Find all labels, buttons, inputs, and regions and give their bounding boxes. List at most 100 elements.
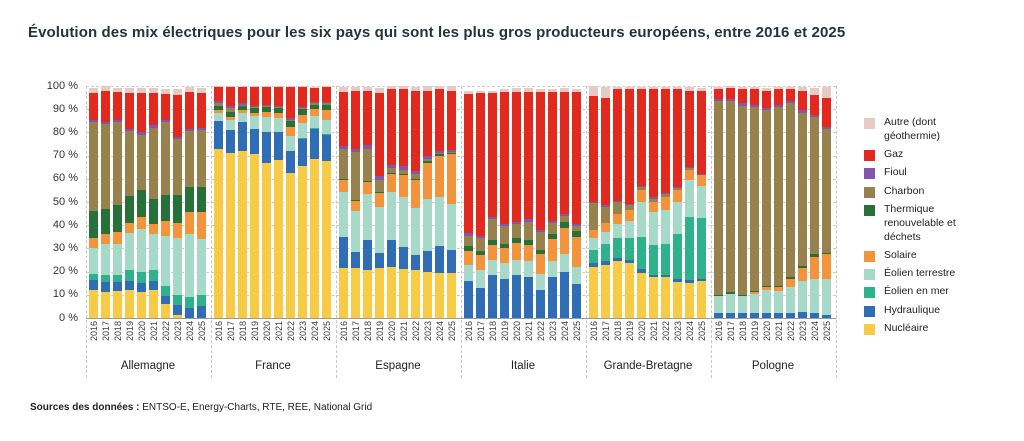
- bar-segment-thermique: [351, 199, 360, 201]
- bar-segment-fioul: [274, 105, 283, 107]
- legend-item-thermique: Thermique renouvelable et déchets: [864, 203, 1020, 244]
- bar-segment-charbon: [262, 105, 271, 107]
- bar-segment-thermique: [161, 195, 170, 221]
- bar-segment-eolien_terrestre: [464, 264, 473, 281]
- bar-segment-eolien_terrestre: [488, 260, 497, 276]
- bar-segment-hydraulique: [274, 132, 283, 161]
- year-tick-label: 2021: [773, 321, 784, 342]
- year-tick-label: 2018: [112, 321, 123, 342]
- year-tick-label: 2017: [100, 321, 111, 342]
- bar-segment-eolien_terrestre: [750, 293, 759, 314]
- bar-segment-charbon: [197, 130, 206, 187]
- bar-segment-solaire: [161, 220, 170, 236]
- bar-segment-eolien_mer: [310, 127, 319, 129]
- bar-segment-gaz: [351, 90, 360, 149]
- bar-segment-thermique: [262, 106, 271, 112]
- bar-segment-hydraulique: [286, 150, 295, 173]
- legend-swatch-solaire: [864, 250, 875, 262]
- chart-title: Évolution des mix électriques pour les s…: [28, 24, 846, 41]
- bar-segment-eolien_terrestre: [113, 243, 122, 276]
- bar-segment-solaire: [125, 222, 134, 234]
- bar-segment-gaz: [738, 89, 747, 104]
- bar-segment-solaire: [197, 212, 206, 240]
- bar-segment-eolien_terrestre: [500, 263, 509, 279]
- y-axis-tick-label: 70 %: [52, 149, 78, 162]
- bar-segment-hydraulique: [351, 251, 360, 269]
- y-axis-tick-label: 0 %: [59, 311, 78, 324]
- bar-segment-eolien_mer: [625, 237, 634, 260]
- year-tick-label: 2023: [797, 321, 808, 342]
- year-tick-label: 2017: [475, 321, 486, 342]
- bar-segment-eolien_mer: [161, 285, 170, 296]
- bar-segment-gaz: [589, 96, 598, 202]
- bar-segment-thermique: [185, 186, 194, 213]
- bar-segment-solaire: [637, 190, 646, 202]
- bar-segment-solaire: [774, 286, 783, 292]
- bar-segment-nucleaire: [238, 150, 247, 318]
- bar-segment-fioul: [411, 170, 420, 175]
- year-tick-label: 2022: [160, 321, 171, 342]
- year-tick-label: 2020: [136, 321, 147, 342]
- bar-segment-solaire: [488, 244, 497, 260]
- bar-segment-hydraulique: [149, 280, 158, 291]
- bar-segment-eolien_terrestre: [560, 254, 569, 272]
- bar-segment-nucleaire: [375, 268, 384, 318]
- bar-segment-charbon: [310, 103, 319, 105]
- bar-segment-autre: [476, 90, 485, 93]
- bar-segment-fioul: [447, 149, 456, 153]
- bar-segment-autre: [512, 88, 521, 92]
- legend-label: Gaz: [884, 148, 904, 161]
- bar-segment-fioul: [500, 224, 509, 227]
- bar-segment-thermique: [476, 250, 485, 256]
- bar-segment-nucleaire: [351, 268, 360, 318]
- bar-segment-autre: [524, 88, 533, 92]
- bar-segment-nucleaire: [435, 272, 444, 318]
- year-tick-label: 2021: [273, 321, 284, 342]
- bar-segment-eolien_mer: [697, 218, 706, 279]
- bar-segment-thermique: [363, 181, 372, 183]
- panel-separator: [85, 86, 87, 378]
- year-tick-label: 2023: [172, 321, 183, 342]
- bar-segment-hydraulique: [447, 249, 456, 273]
- bar-segment-eolien_mer: [673, 234, 682, 279]
- bar-segment-hydraulique: [197, 306, 206, 318]
- bar-segment-hydraulique: [476, 287, 485, 318]
- bar-segment-fioul: [613, 200, 622, 202]
- bar-segment-eolien_terrestre: [435, 197, 444, 247]
- bar-segment-solaire: [589, 229, 598, 238]
- bar-segment-hydraulique: [697, 278, 706, 281]
- bar-segment-thermique: [762, 285, 771, 287]
- bar-segment-charbon: [601, 206, 610, 223]
- bar-segment-autre: [286, 86, 295, 88]
- bar-segment-gaz: [274, 87, 283, 106]
- bar-segment-gaz: [810, 95, 819, 115]
- legend-item-eolien_terrestre: Éolien terrestre: [864, 267, 1020, 281]
- bar-segment-hydraulique: [500, 278, 509, 318]
- year-tick-label: 2021: [398, 321, 409, 342]
- year-tick-label: 2016: [713, 321, 724, 342]
- bar-segment-charbon: [714, 101, 723, 295]
- legend-swatch-fioul: [864, 168, 875, 180]
- bar-segment-hydraulique: [524, 277, 533, 318]
- bar-segment-fioul: [399, 166, 408, 170]
- bar-segment-eolien_mer: [197, 294, 206, 307]
- bar-segment-thermique: [548, 234, 557, 240]
- bar-segment-gaz: [524, 91, 533, 220]
- bar-segment-autre: [613, 87, 622, 90]
- bar-segment-nucleaire: [125, 290, 134, 318]
- bar-segment-autre: [339, 87, 348, 92]
- bar-segment-eolien_terrestre: [661, 210, 670, 244]
- bar-segment-autre: [589, 86, 598, 97]
- bar-segment-fioul: [339, 146, 348, 149]
- bar-segment-charbon: [649, 198, 658, 202]
- year-tick-label: 2023: [547, 321, 558, 342]
- country-label: Allemagne: [120, 360, 176, 372]
- bar-segment-eolien_terrestre: [589, 237, 598, 250]
- bar-segment-eolien_terrestre: [89, 248, 98, 274]
- bar-segment-thermique: [113, 205, 122, 233]
- bar-segment-hydraulique: [399, 247, 408, 270]
- bar-segment-hydraulique: [238, 121, 247, 151]
- bar-segment-fioul: [173, 137, 182, 140]
- bar-segment-nucleaire: [214, 148, 223, 318]
- bar-segment-hydraulique: [637, 269, 646, 273]
